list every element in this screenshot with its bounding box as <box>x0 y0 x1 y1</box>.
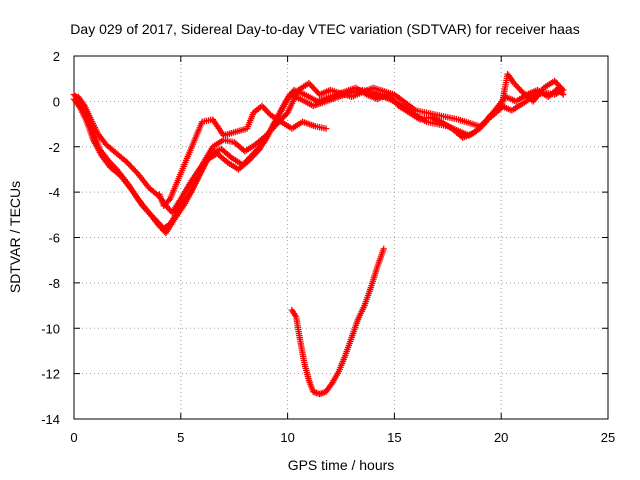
series-trace-a <box>70 86 567 237</box>
y-tick-label: -6 <box>48 231 60 246</box>
x-tick-label: 15 <box>387 430 401 445</box>
y-axis-title: SDTVAR / TECUs <box>7 181 23 293</box>
series-dip-branch <box>288 245 387 398</box>
data-point <box>559 86 567 94</box>
y-tick-label: 0 <box>53 94 60 109</box>
y-tick-label: -14 <box>41 412 60 427</box>
series-side-segments <box>156 102 330 209</box>
x-tick-label: 20 <box>494 430 508 445</box>
x-axis-title: GPS time / hours <box>288 457 395 473</box>
x-tick-label: 25 <box>601 430 615 445</box>
y-tick-label: -10 <box>41 321 60 336</box>
grid-lines <box>74 56 608 419</box>
data-point <box>283 110 290 118</box>
x-tick-label: 5 <box>177 430 184 445</box>
data-point <box>322 125 330 132</box>
x-tick-label: 0 <box>70 430 77 445</box>
y-tick-label: -8 <box>48 276 60 291</box>
data-points <box>70 70 567 398</box>
chart-title: Day 029 of 2017, Sidereal Day-to-day VTE… <box>70 21 579 37</box>
x-tick-label: 10 <box>280 430 294 445</box>
y-tick-label: -2 <box>48 140 60 155</box>
y-tick-label: 2 <box>53 49 60 64</box>
series-trace-c <box>75 70 567 216</box>
axis-ticks: 0 5 10 15 20 25 -14 -12 -10 -8 -6 -4 -2 0 2 <box>41 49 615 445</box>
y-tick-label: -4 <box>48 185 60 200</box>
data-point <box>380 245 387 253</box>
y-tick-label: -12 <box>41 367 60 382</box>
data-point <box>165 197 173 204</box>
